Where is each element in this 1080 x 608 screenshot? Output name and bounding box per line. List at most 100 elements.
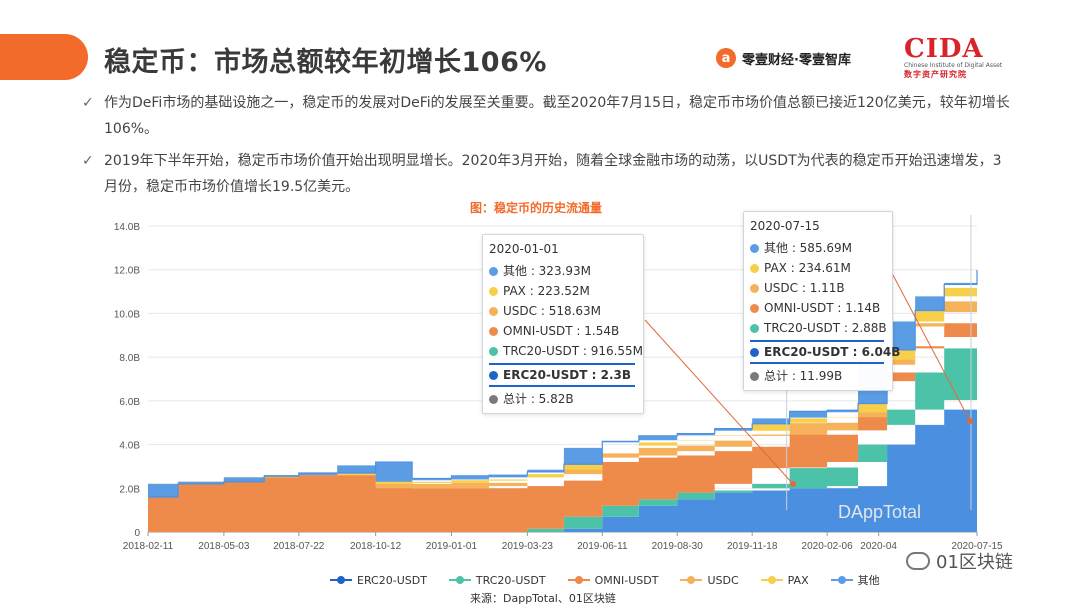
x-tick-label: 2018-10-12	[350, 541, 402, 552]
series-dot-icon	[750, 243, 759, 253]
x-tick-label: 2018-02-11	[123, 541, 174, 552]
tooltip-row: 总计 : 11.99B	[750, 366, 884, 386]
series-dot-icon	[489, 346, 498, 356]
tooltip-value: 总计 : 5.82B	[503, 392, 574, 406]
legend-item[interactable]: ERC20-USDT	[330, 572, 427, 588]
tooltip-date: 2020-07-15	[750, 219, 820, 233]
tooltip-row: USDC : 1.11B	[750, 278, 884, 298]
series-area-ERC20-USDT	[148, 399, 977, 532]
chart-legend: ERC20-USDT TRC20-USDT OMNI-USDT USDC PAX 其他	[330, 572, 880, 588]
legend-symbol	[830, 575, 853, 585]
tooltip-value: TRC20-USDT : 2.88B	[764, 321, 887, 335]
tooltip-row: 其他 : 323.93M	[489, 261, 635, 281]
series-dot-icon	[750, 347, 759, 357]
series-area-OMNI-USDT	[148, 312, 977, 532]
bullet-text: 作为DeFi市场的基础设施之一，稳定币的发展对DeFi的发展至关重要。截至202…	[104, 95, 1010, 137]
legend-item[interactable]: OMNI-USDT	[567, 572, 658, 588]
annotation-arrow	[644, 319, 794, 485]
legend-label: TRC20-USDT	[475, 573, 546, 587]
tooltip-value: TRC20-USDT : 916.55M	[503, 344, 644, 358]
tooltip-row: ERC20-USDT : 6.04B	[750, 340, 900, 364]
y-tick-label: 10.0B	[114, 309, 140, 320]
y-tick-label: 8.0B	[119, 353, 140, 364]
title-accent-bar	[0, 34, 88, 80]
x-tick-label: 2019-01-01	[426, 541, 478, 552]
cida-letters: CIDA	[904, 34, 984, 64]
bullet-list: ✓ 作为DeFi市场的基础设施之一，稳定币的发展对DeFi的发展至关重要。截至2…	[82, 90, 1012, 206]
tooltip-value: ERC20-USDT : 6.04B	[764, 345, 901, 359]
tooltip-value: OMNI-USDT : 1.14B	[764, 301, 881, 315]
annotation-arrow-head	[967, 418, 973, 424]
wechat-icon	[906, 552, 930, 570]
series-dot-icon	[489, 326, 498, 336]
tooltip-row: 总计 : 5.82B	[489, 389, 635, 409]
x-tick-label: 2019-03-23	[502, 541, 554, 552]
brand-a-icon: a	[716, 48, 736, 68]
legend-item[interactable]: PAX	[760, 572, 809, 588]
tooltip-value: ERC20-USDT : 2.3B	[503, 368, 632, 382]
tooltip-row: TRC20-USDT : 916.55M	[489, 341, 643, 361]
tooltip-2020-07-15: 2020-07-15 其他 : 585.69M PAX : 234.61M USDC …	[743, 211, 900, 391]
series-dot-icon	[750, 323, 759, 333]
watermark-text: 01区块链	[936, 552, 1013, 573]
bullet-text: 2019年下半年开始，稳定币市场价值开始出现明显增长。2020年3月开始，随着全…	[104, 153, 1002, 195]
tooltip-value: USDC : 1.11B	[764, 281, 845, 295]
checkmark-icon: ✓	[82, 95, 94, 111]
legend-item[interactable]: USDC	[680, 572, 739, 588]
y-tick-label: 2.0B	[119, 484, 140, 495]
tooltip-row: ERC20-USDT : 2.3B	[489, 363, 635, 387]
cida-logo: CIDA Chinese Institute of Digital Assets…	[904, 36, 1002, 80]
tooltip-row: PAX : 223.52M	[489, 281, 635, 301]
bullet-item: ✓ 作为DeFi市场的基础设施之一，稳定币的发展对DeFi的发展至关重要。截至2…	[82, 90, 1012, 142]
stablecoin-area-chart: 0 2.0B 4.0B 6.0B 8.0B 10.0B 12.0B 14.0B DAppTota…	[114, 215, 1003, 552]
series-dot-icon	[750, 263, 759, 273]
tooltip-2020-01-01: 2020-01-01 其他 : 323.93M PAX : 223.52M USDC …	[482, 234, 644, 414]
tooltip-value: PAX : 234.61M	[764, 261, 851, 275]
y-tick-label: 4.0B	[119, 441, 140, 452]
y-tick-label: 12.0B	[114, 266, 140, 277]
x-tick-label: 2018-07-22	[273, 541, 325, 552]
tooltip-value: OMNI-USDT : 1.54B	[503, 324, 620, 338]
annotation-arrow-head	[790, 481, 796, 487]
x-tick-label: 2019-08-30	[652, 541, 704, 552]
page-title: 稳定币：市场总额较年初增长106%	[104, 47, 547, 78]
tooltip-row: PAX : 234.61M	[750, 258, 884, 278]
tooltip-date: 2020-01-01	[489, 242, 559, 256]
x-tick-label: 2020-07-15	[951, 541, 1003, 552]
x-tick-label: 2019-11-18	[727, 541, 778, 552]
legend-symbol	[680, 575, 703, 585]
tooltip-row: USDC : 518.63M	[489, 301, 635, 321]
x-tick-label: 2020-04	[860, 541, 897, 552]
legend-label: PAX	[787, 573, 809, 587]
chart-title: 图：稳定币的历史流通量	[470, 201, 603, 215]
tooltip-value: 其他 : 323.93M	[503, 264, 592, 278]
legend-symbol	[330, 575, 352, 585]
annotation-arrow	[892, 274, 971, 422]
series-dot-icon	[489, 306, 498, 316]
checkmark-icon: ✓	[82, 153, 94, 169]
legend-label: ERC20-USDT	[357, 573, 427, 587]
total-line	[148, 269, 978, 498]
series-dot-icon	[750, 371, 759, 381]
series-dot-icon	[489, 286, 498, 296]
legend-symbol	[760, 575, 783, 585]
legend-symbol	[448, 575, 471, 585]
tooltip-value: USDC : 518.63M	[503, 304, 602, 318]
wechat-watermark: 01区块链	[906, 548, 1013, 574]
chart-watermark: DAppTotal	[838, 502, 921, 522]
brand-logo: a 零壹财经·零壹智库	[716, 40, 851, 76]
series-dot-icon	[489, 266, 498, 276]
x-tick-label: 2020-02-06	[802, 541, 854, 552]
legend-item[interactable]: 其他	[830, 572, 880, 588]
tooltip-value: 其他 : 585.69M	[764, 241, 853, 255]
legend-item[interactable]: TRC20-USDT	[448, 572, 546, 588]
tooltip-value: 总计 : 11.99B	[764, 369, 843, 383]
tooltip-row: TRC20-USDT : 2.88B	[750, 318, 887, 338]
y-tick-label: 14.0B	[114, 222, 140, 233]
series-dot-icon	[750, 303, 759, 313]
tooltip-value: PAX : 223.52M	[503, 284, 590, 298]
y-tick-label: 0	[134, 528, 140, 539]
legend-symbol	[567, 575, 590, 585]
series-dot-icon	[489, 370, 498, 380]
tooltip-row: 其他 : 585.69M	[750, 238, 884, 258]
